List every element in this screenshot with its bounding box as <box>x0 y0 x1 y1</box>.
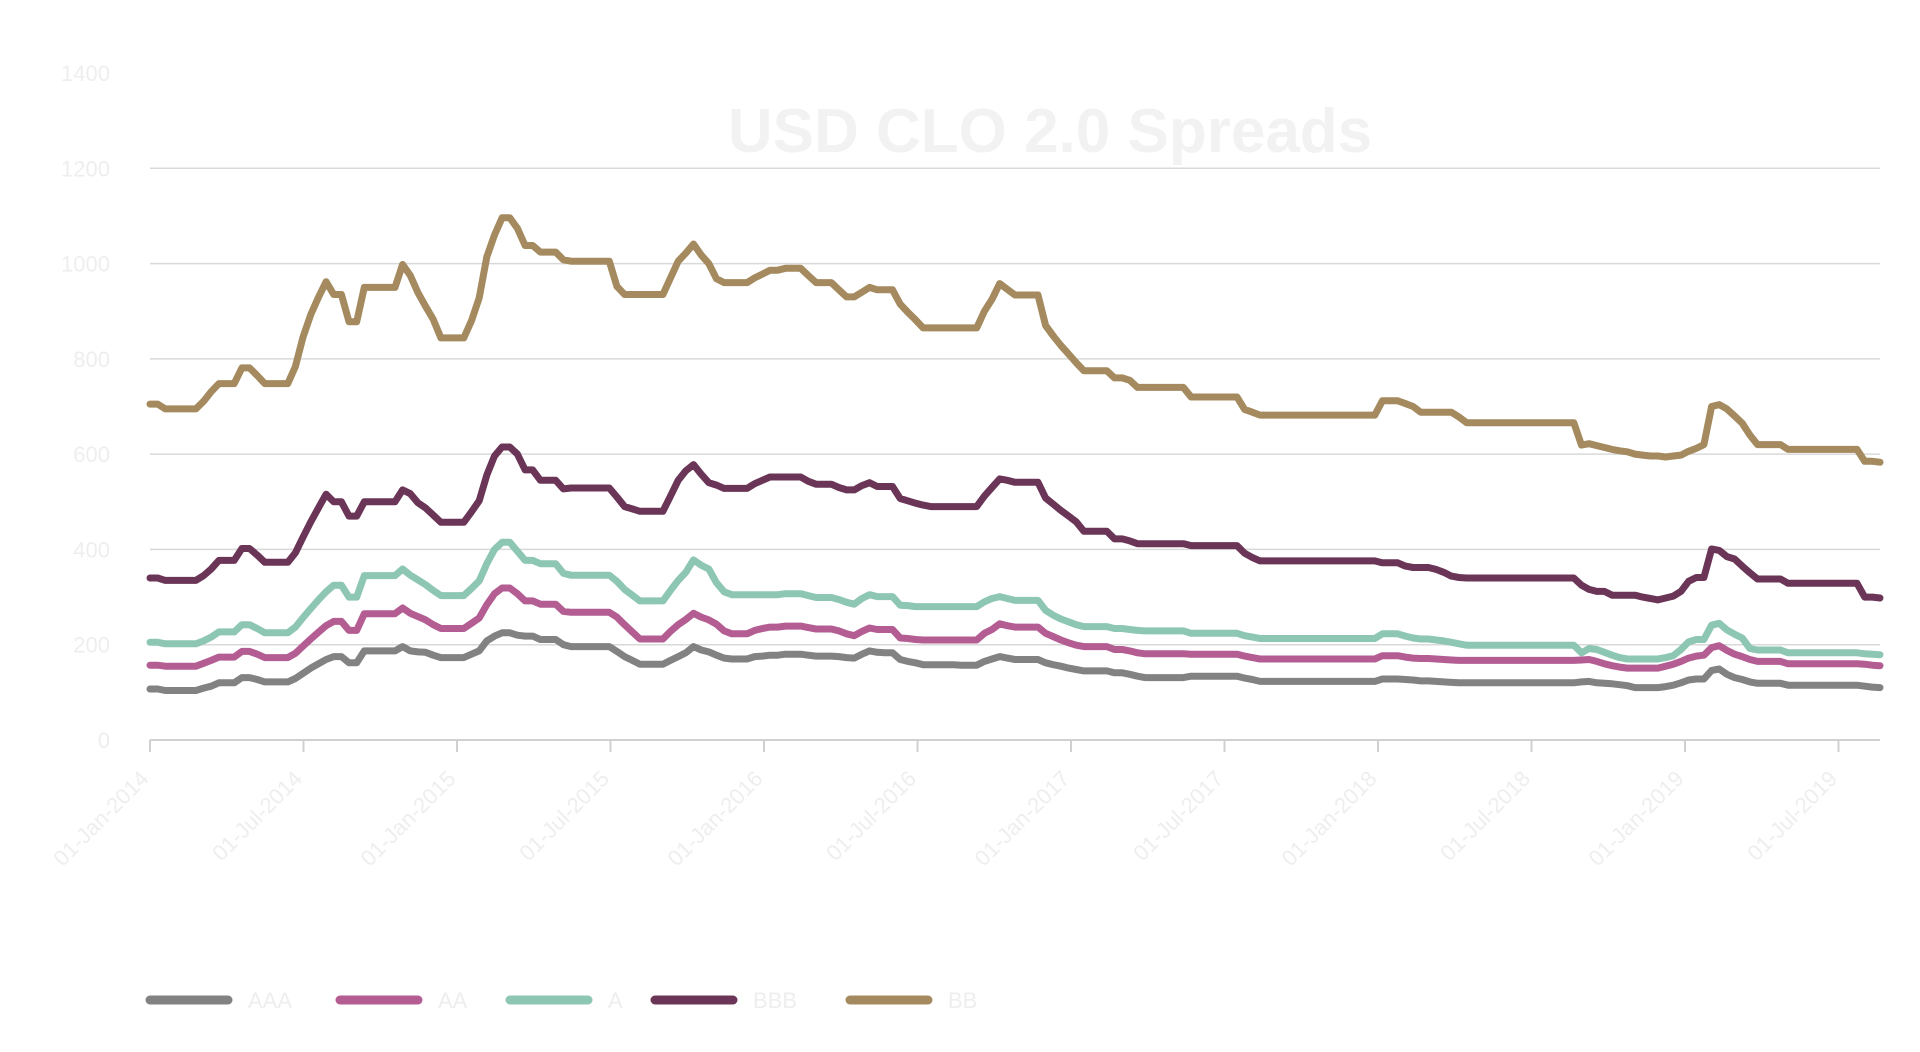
x-tick-label: 01-Jan-2016 <box>662 766 767 871</box>
legend-label-aa: AA <box>438 988 468 1013</box>
series-line-aa <box>146 584 1884 672</box>
y-tick-label: 800 <box>73 347 110 372</box>
x-tick-label: 01-Jul-2018 <box>1435 766 1535 866</box>
x-tick-label: 01-Jul-2016 <box>821 766 921 866</box>
y-tick-label: 400 <box>73 537 110 562</box>
x-tick-label: 01-Jan-2015 <box>355 766 460 871</box>
chart-title: USD CLO 2.0 Spreads <box>728 97 1372 166</box>
y-tick-label: 1200 <box>61 156 110 181</box>
legend-label-bb: BB <box>948 988 977 1013</box>
x-tick-label: 01-Jul-2015 <box>514 766 614 866</box>
series-line-a <box>146 538 1884 663</box>
legend-label-bbb: BBB <box>753 988 797 1013</box>
x-tick-label: 01-Jan-2019 <box>1583 766 1688 871</box>
y-tick-label: 1000 <box>61 252 110 277</box>
x-axis: 01-Jan-2014 01-Jul-2014 01-Jan-2015 01-Jul-… <box>48 739 1880 871</box>
y-tick-label: 1400 <box>61 61 110 86</box>
y-axis-ticks: 0 200 400 600 800 1000 1200 1400 <box>61 61 110 753</box>
y-tick-label: 0 <box>98 728 110 753</box>
gridlines <box>150 167 1880 646</box>
x-tick-label: 01-Jul-2017 <box>1128 766 1228 866</box>
x-tick-label: 01-Jan-2014 <box>48 766 153 871</box>
y-tick-label: 600 <box>73 442 110 467</box>
series-line-bbb <box>146 443 1884 604</box>
legend-label-a: A <box>608 988 623 1013</box>
y-tick-label: 200 <box>73 633 110 658</box>
legend-label-aaa: AAA <box>248 988 292 1013</box>
x-tick-label: 01-Jul-2014 <box>207 766 307 866</box>
x-tick-label: 01-Jan-2018 <box>1276 766 1381 871</box>
x-tick-label: 01-Jan-2017 <box>969 766 1074 871</box>
series-line-aaa <box>146 629 1884 694</box>
series-line-bb <box>146 214 1884 466</box>
series-lines <box>146 214 1884 694</box>
x-tick-label: 01-Jul-2019 <box>1742 766 1842 866</box>
legend: AAA AA A BBB BB <box>145 988 977 1013</box>
